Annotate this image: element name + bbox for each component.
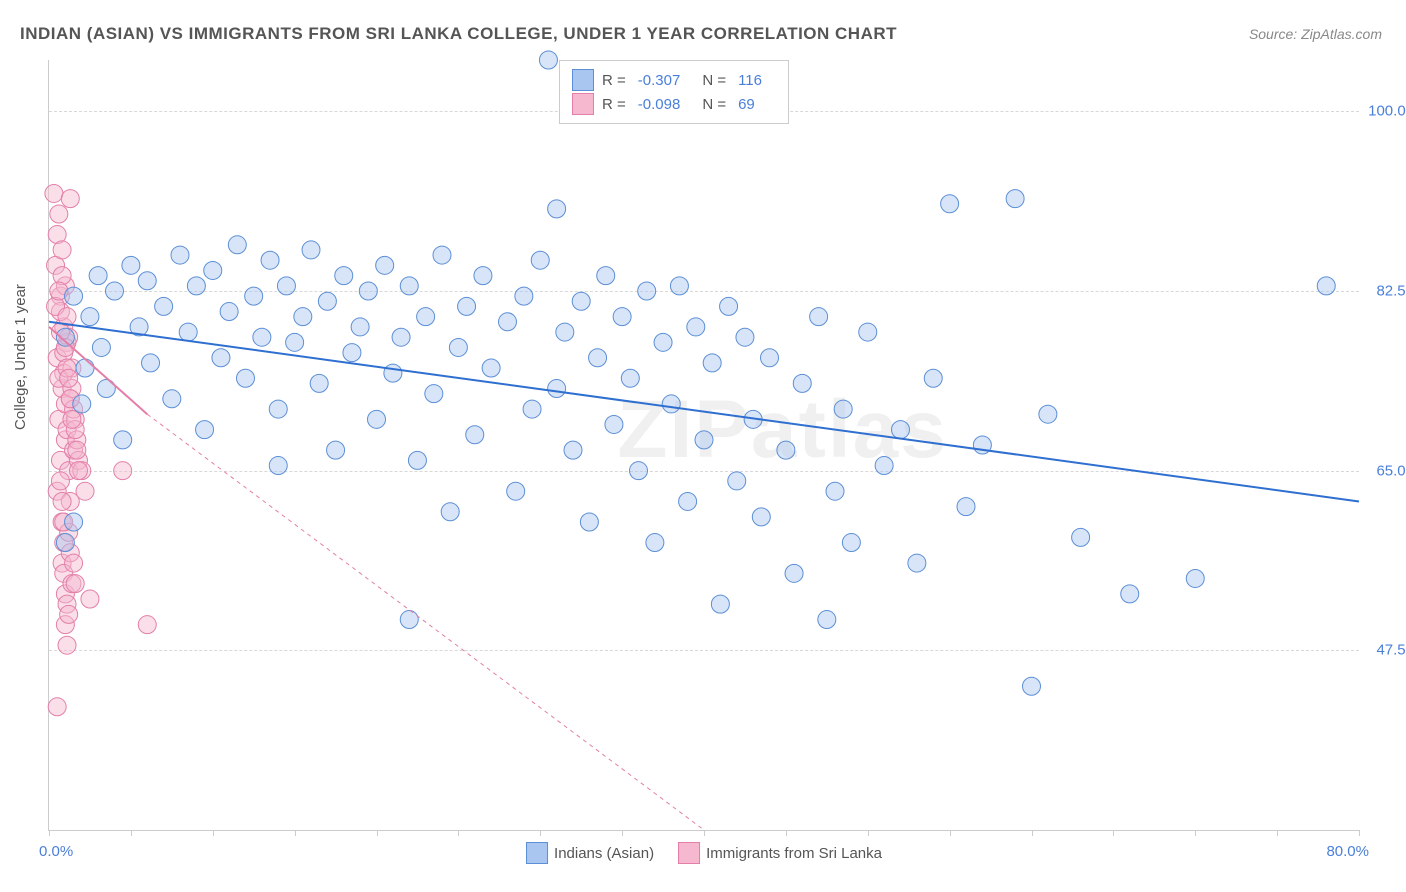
legend-row-srilanka: R = -0.098 N = 69 — [572, 93, 776, 115]
legend-row-indian: R = -0.307 N = 116 — [572, 69, 776, 91]
r-label: R = — [602, 96, 626, 113]
series-indian-points — [56, 51, 1335, 695]
r-value-srilanka: -0.098 — [638, 96, 681, 113]
trend-lines — [49, 322, 1359, 830]
n-value-indian: 116 — [738, 72, 762, 89]
swatch-indian — [572, 69, 594, 91]
n-value-srilanka: 69 — [738, 96, 755, 113]
y-axis-label: College, Under 1 year — [12, 284, 29, 430]
legend-item-indian: Indians (Asian) — [526, 842, 654, 864]
n-label: N = — [702, 72, 726, 89]
swatch-srilanka-icon — [678, 842, 700, 864]
x-axis-min-label: 0.0% — [39, 843, 73, 860]
r-label: R = — [602, 72, 626, 89]
r-value-indian: -0.307 — [638, 72, 681, 89]
series-legend: Indians (Asian) Immigrants from Sri Lank… — [526, 842, 882, 864]
legend-label-srilanka: Immigrants from Sri Lanka — [706, 845, 882, 862]
chart-title: INDIAN (ASIAN) VS IMMIGRANTS FROM SRI LA… — [20, 24, 897, 44]
legend-label-indian: Indians (Asian) — [554, 845, 654, 862]
legend-item-srilanka: Immigrants from Sri Lanka — [678, 842, 882, 864]
source-attribution: Source: ZipAtlas.com — [1249, 26, 1382, 42]
chart-plot-area: ZIPatlas 47.5%65.0%82.5%100.0% 0.0% 80.0… — [48, 60, 1359, 831]
swatch-srilanka — [572, 93, 594, 115]
correlation-legend: R = -0.307 N = 116 R = -0.098 N = 69 — [559, 60, 789, 124]
swatch-indian-icon — [526, 842, 548, 864]
scatter-svg — [49, 60, 1359, 830]
n-label: N = — [702, 96, 726, 113]
x-axis-max-label: 80.0% — [1326, 843, 1369, 860]
